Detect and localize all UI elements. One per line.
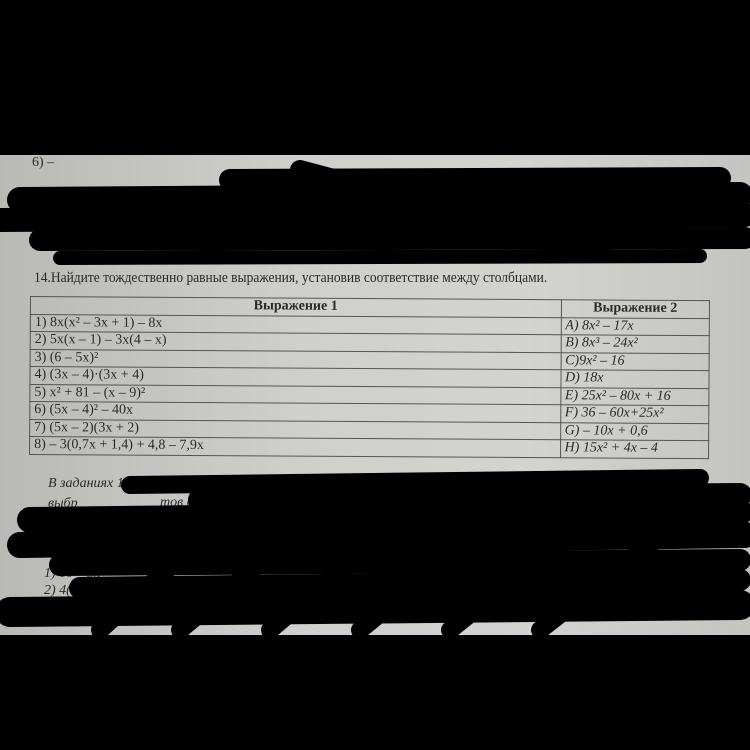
task-title: 14.Найдите тождественно равные выражения… <box>34 270 548 286</box>
top-fragment: 6) – <box>32 155 55 170</box>
